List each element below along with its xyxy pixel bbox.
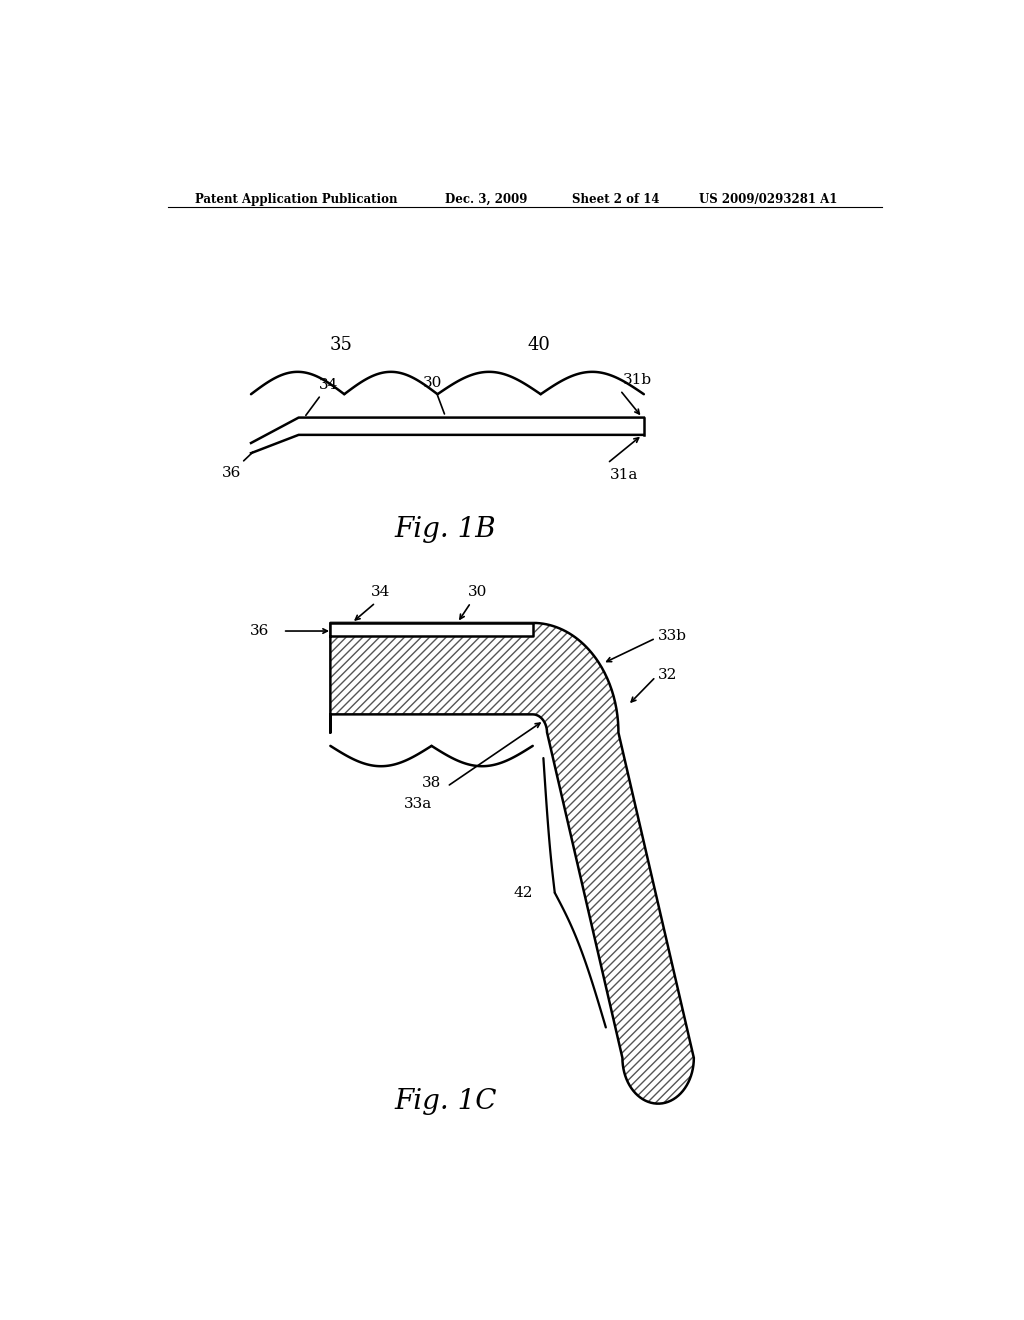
Text: 38: 38 [422,776,441,791]
Text: 33b: 33b [658,630,687,643]
Text: 33a: 33a [404,797,432,810]
Text: 34: 34 [306,378,338,416]
Text: 40: 40 [527,335,551,354]
Text: 31b: 31b [623,374,651,387]
Text: 35: 35 [330,335,352,354]
Text: 31a: 31a [609,469,638,482]
Text: US 2009/0293281 A1: US 2009/0293281 A1 [699,193,838,206]
Text: Patent Application Publication: Patent Application Publication [196,193,398,206]
Polygon shape [331,623,694,1104]
Text: 34: 34 [371,585,390,598]
Text: Sheet 2 of 14: Sheet 2 of 14 [572,193,659,206]
Text: Fig. 1B: Fig. 1B [394,516,497,543]
Text: 32: 32 [658,668,678,681]
Polygon shape [251,417,644,453]
Text: 36: 36 [250,624,269,638]
Text: Fig. 1C: Fig. 1C [394,1088,497,1115]
Text: 30: 30 [423,376,444,414]
Text: 30: 30 [468,585,486,598]
Text: 36: 36 [221,451,253,479]
Polygon shape [331,623,532,636]
Text: 42: 42 [513,886,532,900]
Text: Dec. 3, 2009: Dec. 3, 2009 [445,193,527,206]
